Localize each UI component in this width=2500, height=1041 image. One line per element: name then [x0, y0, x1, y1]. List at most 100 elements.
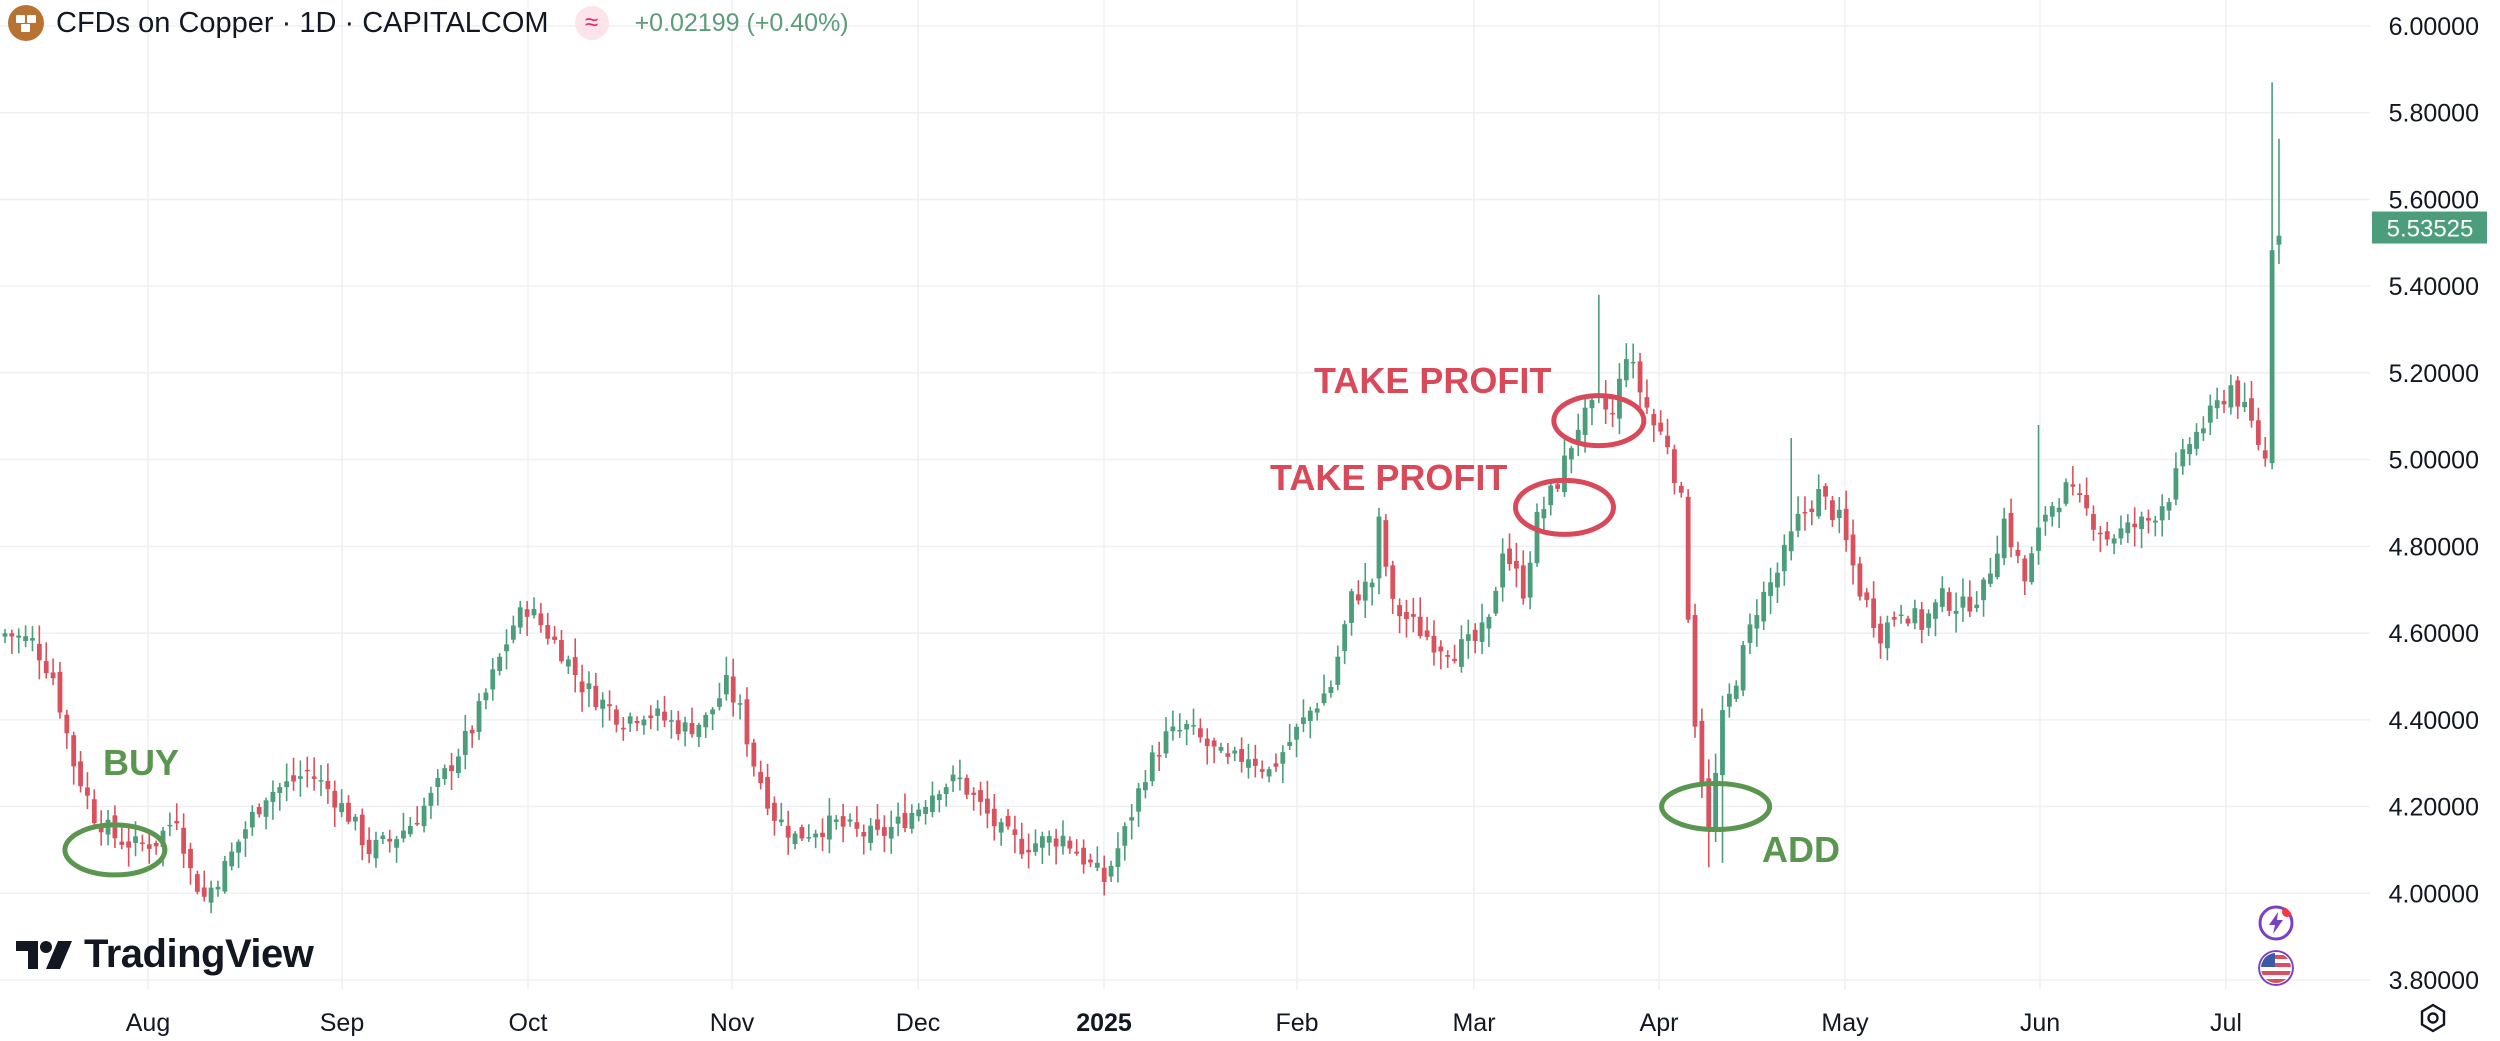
- candle[interactable]: [1301, 699, 1306, 733]
- candle[interactable]: [806, 824, 812, 842]
- candle[interactable]: [1246, 743, 1251, 779]
- candle[interactable]: [600, 692, 606, 728]
- candle[interactable]: [634, 716, 640, 731]
- candle[interactable]: [126, 824, 132, 867]
- candle[interactable]: [799, 824, 805, 842]
- candle[interactable]: [1630, 343, 1636, 379]
- copper-symbol-icon[interactable]: [8, 5, 44, 41]
- candle[interactable]: [1871, 581, 1877, 638]
- candle[interactable]: [2118, 515, 2124, 545]
- candle[interactable]: [936, 790, 942, 813]
- candle[interactable]: [737, 694, 743, 720]
- candle[interactable]: [1355, 580, 1361, 605]
- candle[interactable]: [2063, 478, 2069, 507]
- candle[interactable]: [1472, 623, 1478, 654]
- candle[interactable]: [1328, 680, 1334, 698]
- candle[interactable]: [194, 870, 200, 895]
- candle[interactable]: [895, 802, 901, 837]
- candle[interactable]: [1644, 379, 1650, 414]
- candle[interactable]: [64, 709, 70, 749]
- candle[interactable]: [476, 693, 482, 740]
- candle[interactable]: [1039, 831, 1045, 865]
- candle[interactable]: [462, 715, 468, 770]
- candle[interactable]: [1197, 718, 1203, 743]
- candle[interactable]: [1033, 829, 1038, 856]
- candle[interactable]: [201, 870, 207, 902]
- candle[interactable]: [792, 831, 798, 850]
- candle[interactable]: [510, 615, 516, 644]
- candle[interactable]: [2111, 534, 2117, 555]
- candle[interactable]: [1836, 496, 1842, 534]
- candle[interactable]: [421, 797, 427, 833]
- candle[interactable]: [2221, 389, 2227, 413]
- candle[interactable]: [373, 831, 379, 868]
- candle[interactable]: [1548, 482, 1554, 516]
- candle[interactable]: [1672, 444, 1677, 495]
- candle[interactable]: [1115, 832, 1121, 883]
- candle[interactable]: [1218, 742, 1224, 754]
- candle[interactable]: [1088, 853, 1093, 868]
- candle[interactable]: [1514, 542, 1519, 588]
- candle[interactable]: [318, 764, 324, 797]
- candle[interactable]: [43, 642, 49, 679]
- candle[interactable]: [1383, 514, 1389, 577]
- candle[interactable]: [1459, 625, 1464, 673]
- candle[interactable]: [2097, 526, 2103, 553]
- candle[interactable]: [270, 780, 276, 820]
- candle[interactable]: [1060, 820, 1066, 855]
- candle[interactable]: [2077, 483, 2083, 503]
- candle[interactable]: [2262, 436, 2268, 467]
- candle[interactable]: [1335, 645, 1341, 691]
- candle[interactable]: [222, 855, 228, 894]
- candle[interactable]: [78, 751, 83, 793]
- candle[interactable]: [991, 793, 997, 841]
- candle[interactable]: [1761, 581, 1767, 631]
- candle[interactable]: [504, 629, 509, 670]
- candle[interactable]: [1067, 836, 1073, 854]
- candle[interactable]: [490, 658, 496, 701]
- candle[interactable]: [366, 827, 372, 864]
- candle[interactable]: [414, 806, 420, 826]
- candle[interactable]: [1946, 587, 1952, 617]
- candle[interactable]: [1768, 567, 1773, 615]
- candle[interactable]: [1988, 557, 1993, 588]
- candle[interactable]: [263, 797, 269, 830]
- candle[interactable]: [181, 813, 187, 868]
- candle[interactable]: [689, 707, 695, 738]
- candle[interactable]: [1747, 613, 1753, 655]
- candle[interactable]: [1136, 782, 1141, 827]
- candle[interactable]: [1706, 759, 1712, 868]
- candle[interactable]: [1424, 616, 1430, 641]
- candle[interactable]: [1926, 609, 1931, 637]
- candle[interactable]: [655, 700, 661, 731]
- candle[interactable]: [249, 805, 255, 836]
- candle[interactable]: [352, 814, 358, 831]
- candle[interactable]: [971, 787, 977, 811]
- candle[interactable]: [861, 824, 867, 855]
- candle[interactable]: [1452, 644, 1457, 664]
- candle[interactable]: [2104, 521, 2110, 546]
- candle[interactable]: [950, 765, 956, 793]
- symbol-title[interactable]: CFDs on Copper · 1D · CAPITALCOM: [56, 6, 549, 39]
- candle[interactable]: [930, 781, 935, 818]
- candle[interactable]: [1878, 616, 1883, 659]
- candle[interactable]: [36, 625, 42, 680]
- candle[interactable]: [696, 722, 702, 747]
- candle[interactable]: [620, 716, 626, 741]
- candle[interactable]: [710, 707, 716, 731]
- candle[interactable]: [2180, 438, 2186, 475]
- candle[interactable]: [1314, 702, 1320, 721]
- candle[interactable]: [2022, 555, 2028, 596]
- candle[interactable]: [30, 626, 35, 652]
- candle[interactable]: [552, 625, 557, 644]
- candle[interactable]: [85, 772, 90, 810]
- candle[interactable]: [1252, 744, 1258, 778]
- candle[interactable]: [2125, 514, 2131, 543]
- candle[interactable]: [1884, 615, 1890, 661]
- candle[interactable]: [311, 757, 317, 791]
- tradingview-logo[interactable]: TradingView: [16, 932, 314, 977]
- candle[interactable]: [2146, 509, 2151, 534]
- candle[interactable]: [1596, 294, 1602, 404]
- candle[interactable]: [778, 802, 784, 826]
